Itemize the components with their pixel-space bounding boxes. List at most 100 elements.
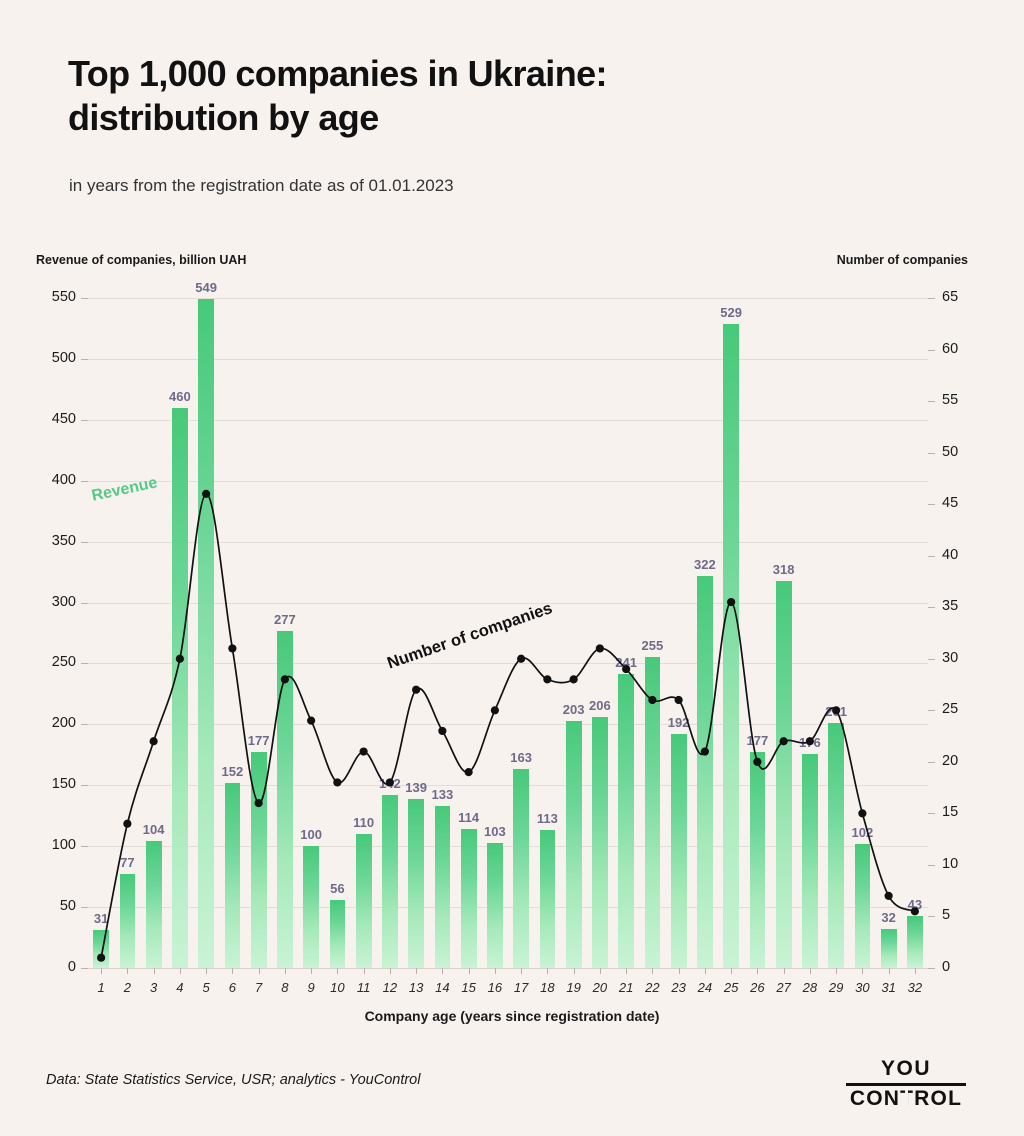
bar-value-label: 110 xyxy=(353,815,375,830)
y2-axis-tick-mark xyxy=(928,349,935,351)
gridline xyxy=(88,663,928,665)
left-axis-caption: Revenue of companies, billion UAH xyxy=(36,253,247,267)
bar-value-label: 529 xyxy=(720,304,742,320)
line-data-point xyxy=(412,685,421,694)
x-axis-tick-mark xyxy=(783,968,785,974)
bar-value-label: 56 xyxy=(330,880,345,896)
x-axis-tick-label: 30 xyxy=(855,980,870,995)
gridline xyxy=(88,968,928,969)
line-data-point xyxy=(517,654,526,663)
x-axis-tick-label: 32 xyxy=(907,980,923,995)
gridline xyxy=(88,358,928,360)
line-series xyxy=(97,489,919,962)
y-axis-tick-mark xyxy=(81,785,88,787)
bar xyxy=(775,580,792,968)
y2-axis-tick-label: 40 xyxy=(942,546,959,563)
y2-axis-tick-mark xyxy=(928,401,935,403)
bar xyxy=(618,674,634,968)
line-data-point xyxy=(569,675,578,684)
x-axis-tick-label: 28 xyxy=(802,980,818,995)
x-axis-tick-label: 27 xyxy=(776,980,791,995)
y-axis-tick-label: 400 xyxy=(51,471,76,488)
page-title: Top 1,000 companies in Ukraine: distribu… xyxy=(68,53,608,138)
bar-value-label: 255 xyxy=(641,638,664,654)
x-axis-tick-label: 23 xyxy=(671,980,686,995)
x-axis-tick-mark xyxy=(652,968,654,974)
line-data-point xyxy=(359,747,368,756)
x-axis-tick-mark xyxy=(127,968,129,974)
x-axis-tick-mark xyxy=(337,968,339,974)
y-axis-tick-mark xyxy=(81,968,88,969)
y2-axis-tick-label: 65 xyxy=(942,289,959,305)
line-data-point xyxy=(753,757,762,766)
bar xyxy=(172,407,188,968)
bar-value-label: 77 xyxy=(120,855,135,871)
y2-axis-tick-mark xyxy=(928,916,935,918)
line-data-point xyxy=(464,768,473,777)
x-axis-tick-mark xyxy=(206,968,208,974)
source-note: Data: State Statistics Service, USR; ana… xyxy=(46,1072,421,1088)
x-axis-tick-mark xyxy=(442,968,444,974)
bar-value-label: 104 xyxy=(142,822,165,838)
bar-value-label: 318 xyxy=(772,561,795,577)
x-axis-tick-label: 20 xyxy=(592,980,608,995)
line-path xyxy=(100,492,916,959)
bar-value-label: 460 xyxy=(169,388,191,404)
y-axis-tick-label: 450 xyxy=(51,410,76,427)
bar-value-label: 31 xyxy=(93,911,109,927)
y-axis-tick-label: 350 xyxy=(51,532,76,549)
y2-axis-tick-mark xyxy=(928,968,935,969)
line-data-point xyxy=(202,489,211,498)
bar-value-label: 549 xyxy=(195,280,217,296)
y-axis-tick-mark xyxy=(81,541,88,543)
y2-axis-tick-label: 45 xyxy=(942,495,959,512)
y2-axis-tick-label: 50 xyxy=(942,443,959,460)
y-axis-tick-label: 500 xyxy=(51,349,76,366)
line-data-point xyxy=(123,819,132,828)
y-axis-tick-mark xyxy=(81,907,88,909)
x-axis-tick-label: 25 xyxy=(723,980,739,995)
x-axis-tick-mark xyxy=(416,968,418,974)
x-axis-tick-mark xyxy=(888,968,890,974)
line-data-point xyxy=(228,644,237,653)
x-axis-tick-mark xyxy=(599,968,601,974)
y2-axis-tick-label: 5 xyxy=(942,907,951,924)
bar xyxy=(277,630,293,968)
line-data-point xyxy=(910,907,919,916)
y2-axis-tick-mark xyxy=(928,452,935,454)
x-axis-tick-label: 4 xyxy=(176,980,184,995)
line-data-point xyxy=(307,716,316,725)
bar-value-label: 113 xyxy=(536,811,558,827)
x-axis-tick-mark xyxy=(311,968,313,974)
x-axis-tick-label: 8 xyxy=(281,980,289,995)
bar-value-label: 152 xyxy=(221,763,244,779)
y2-axis-tick-mark xyxy=(928,298,935,299)
gridline xyxy=(88,846,928,848)
line-data-point xyxy=(832,706,841,715)
bar-value-label: 277 xyxy=(274,611,296,627)
bar xyxy=(749,752,766,968)
x-axis-tick-mark xyxy=(573,968,575,974)
y2-axis-tick-label: 35 xyxy=(942,598,959,615)
bar xyxy=(434,805,451,968)
line-data-point xyxy=(727,597,736,607)
line-data-point xyxy=(175,654,184,663)
line-data-point xyxy=(779,737,788,746)
bar xyxy=(487,842,503,968)
bar-value-label: 322 xyxy=(694,556,716,572)
gridline xyxy=(88,419,928,421)
x-axis-tick-label: 22 xyxy=(645,980,660,995)
page-subtitle: in years from the registration date as o… xyxy=(69,176,454,195)
logo-rule xyxy=(846,1083,966,1086)
x-axis-tick-mark xyxy=(494,968,496,974)
bar xyxy=(408,798,424,968)
line-data-point xyxy=(622,664,631,674)
youcontrol-logo: YOU CONTROL xyxy=(846,1058,966,1114)
line-data-point xyxy=(543,675,552,684)
line-data-point xyxy=(333,778,342,787)
y-axis-tick-label: 100 xyxy=(51,837,76,854)
line-data-point xyxy=(438,726,447,736)
y-axis-tick-label: 150 xyxy=(51,776,76,793)
x-axis-title: Company age (years since registration da… xyxy=(364,1008,660,1024)
x-axis-tick-label: 1 xyxy=(97,980,105,995)
